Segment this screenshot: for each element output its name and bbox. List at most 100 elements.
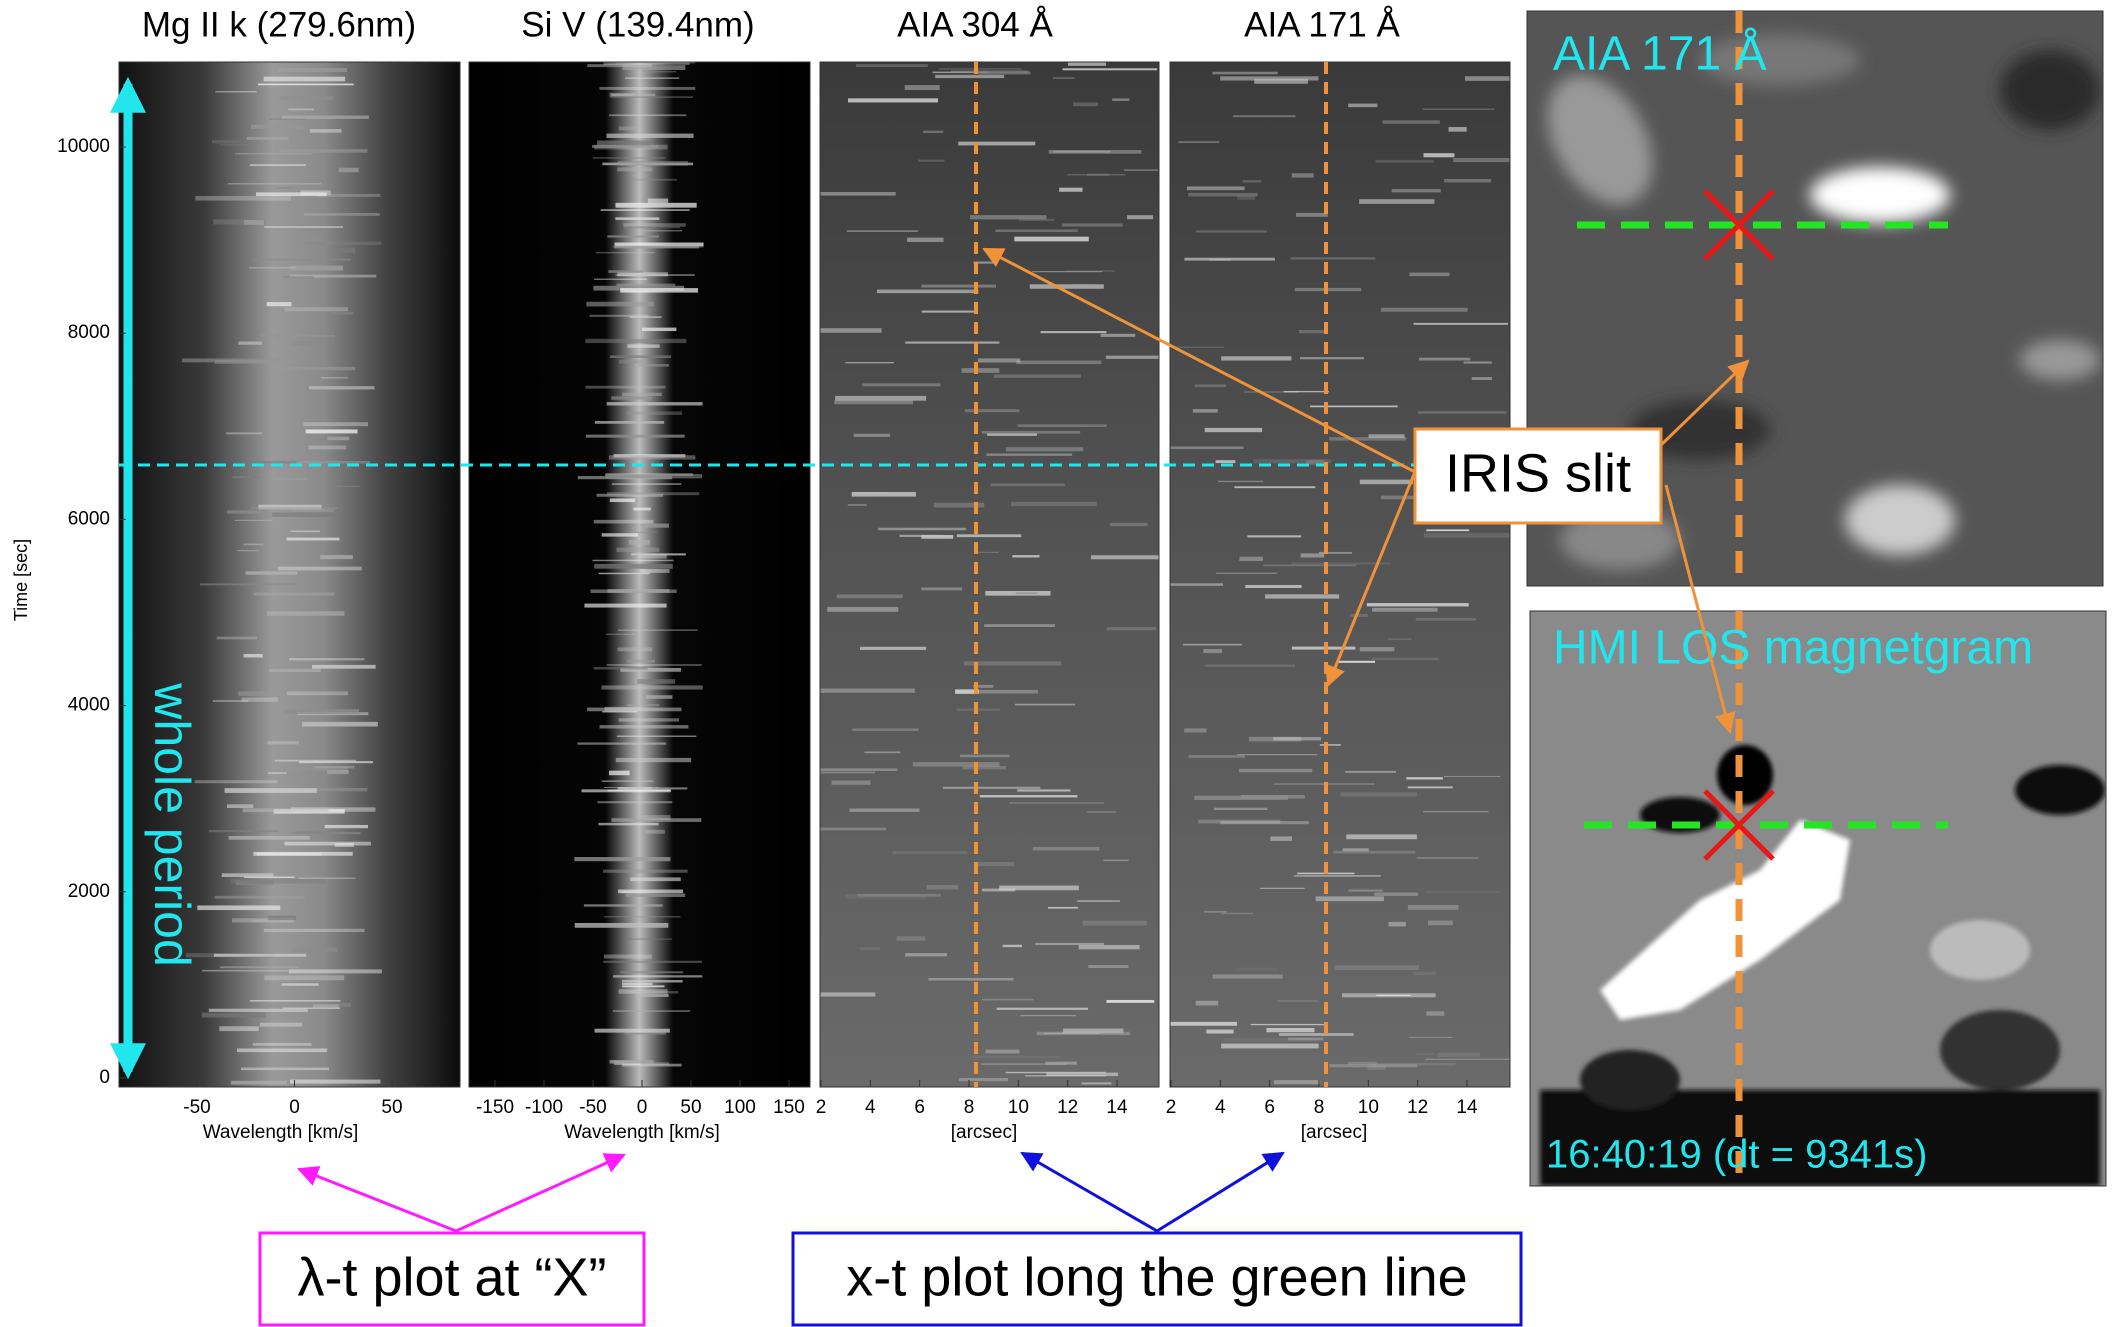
streak [248, 267, 296, 269]
streak [1350, 613, 1368, 617]
streak [820, 771, 876, 774]
streak [1391, 189, 1441, 193]
streak [219, 144, 249, 146]
streak [963, 661, 1062, 666]
streak [272, 366, 356, 371]
streak [609, 498, 636, 503]
streak [1413, 322, 1508, 325]
streak [284, 307, 348, 312]
x-tick-label: 14 [1456, 1097, 1478, 1118]
streak [999, 885, 1079, 891]
streak [1009, 802, 1104, 804]
streak [1408, 1036, 1453, 1039]
streak [1299, 357, 1364, 360]
streak [618, 889, 684, 894]
streak [959, 754, 1010, 758]
streak [213, 219, 265, 225]
streak [258, 504, 322, 510]
streak [623, 223, 686, 227]
streak [1369, 1062, 1456, 1066]
streak [1444, 178, 1492, 183]
streak [249, 1000, 341, 1002]
streak [251, 507, 338, 509]
streak [1184, 257, 1275, 261]
streak [1018, 218, 1054, 221]
streak [975, 689, 1039, 694]
streak [1438, 1052, 1480, 1057]
streak [637, 679, 676, 684]
streak [258, 83, 354, 86]
streak [1071, 284, 1095, 287]
streak [1059, 187, 1083, 192]
streak [1014, 236, 1089, 242]
streak [928, 977, 1014, 981]
streak [1195, 1000, 1219, 1006]
streak [586, 301, 655, 307]
annotation-box [258, 1231, 646, 1327]
streak [1348, 889, 1383, 892]
streak [1259, 887, 1305, 889]
streak [208, 1008, 308, 1012]
streak [608, 270, 644, 273]
streak [327, 436, 350, 441]
streak [616, 547, 660, 552]
streak [1426, 529, 1470, 532]
texture [182, 67, 382, 1085]
streak [290, 807, 376, 812]
streak [1065, 270, 1116, 272]
image-title: AIA 171 Å [1553, 28, 1767, 81]
streak [624, 1032, 666, 1035]
streak [246, 137, 289, 140]
streak [1002, 944, 1022, 948]
streak [602, 869, 688, 873]
streak [1052, 77, 1075, 79]
streak [973, 684, 994, 688]
streak [1221, 356, 1292, 361]
streak [609, 770, 630, 776]
streak [627, 704, 660, 706]
streak [1192, 409, 1218, 413]
streak [1048, 150, 1142, 154]
streak [244, 219, 264, 225]
streak [617, 160, 689, 166]
streak [1407, 786, 1453, 789]
x-tick-label: -100 [525, 1097, 563, 1118]
streak [593, 666, 648, 670]
streak [1346, 834, 1417, 840]
streak [834, 400, 913, 405]
streak [627, 344, 660, 348]
streak [584, 603, 667, 608]
streak [630, 877, 681, 882]
streak [1188, 755, 1245, 758]
streak [918, 159, 945, 162]
streak [618, 718, 680, 722]
streak [1388, 921, 1406, 927]
y-tick-label: 8000 [68, 322, 110, 343]
streak [1423, 532, 1510, 538]
streak [288, 766, 348, 772]
streak [221, 873, 274, 877]
streak [275, 477, 307, 481]
streak [302, 721, 378, 727]
streak [298, 761, 374, 764]
streak [611, 93, 656, 97]
streak [987, 433, 1037, 436]
streak [259, 1022, 303, 1027]
streak [615, 757, 692, 763]
streak [574, 922, 669, 928]
streak [1300, 553, 1325, 558]
streak [614, 245, 700, 249]
streak [921, 310, 978, 313]
streak [597, 140, 651, 146]
streak [211, 139, 251, 144]
streak [1329, 1064, 1418, 1068]
streak [303, 213, 380, 216]
streak [332, 247, 356, 253]
streak [587, 707, 682, 712]
streak [848, 98, 938, 103]
streak [303, 422, 369, 427]
streak [618, 126, 638, 131]
streak [820, 992, 876, 997]
streak [264, 226, 343, 228]
streak [1017, 424, 1107, 428]
